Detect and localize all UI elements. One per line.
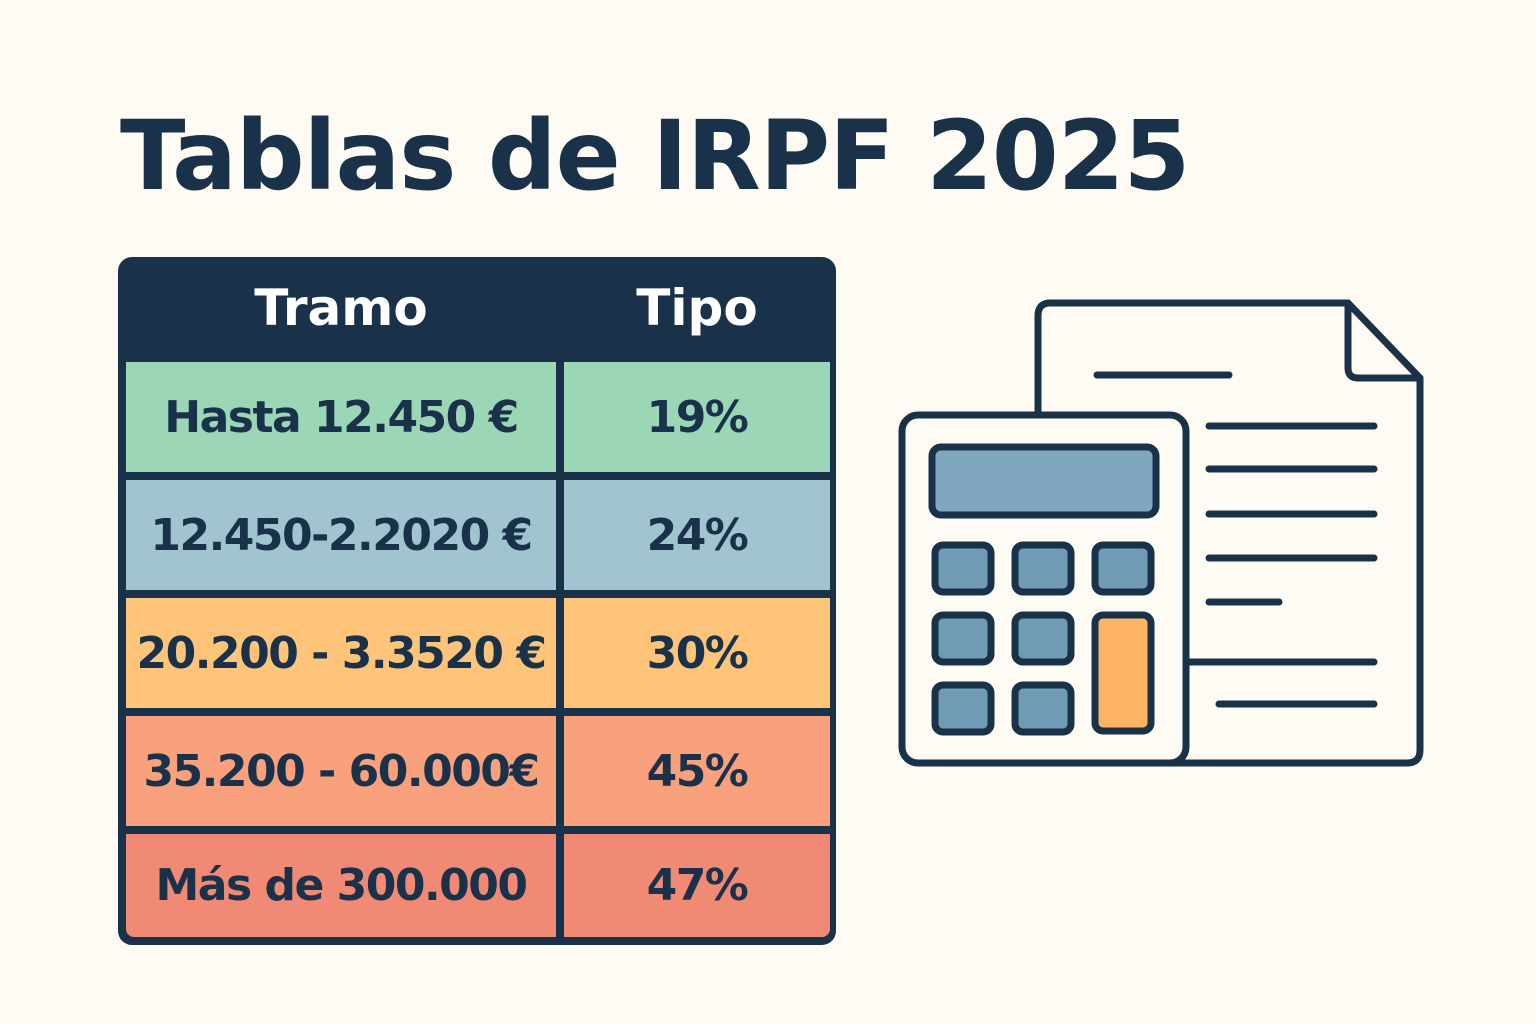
table-row: Hasta 12.450 € 19% (126, 362, 830, 472)
tipo-cell: 45% (564, 716, 830, 826)
page-title: Tablas de IRPF 2025 (120, 100, 1190, 212)
table-row: Más de 300.000 47% (126, 834, 830, 937)
table-row: 35.200 - 60.000€ 45% (126, 716, 830, 826)
irpf-table: Tramo Tipo Hasta 12.450 € 19% 12.450-2.2… (118, 257, 836, 945)
calculator-screen (928, 443, 1160, 519)
table-row: 12.450-2.2020 € 24% (126, 480, 830, 590)
calculator-icon (898, 411, 1190, 767)
tramo-cell: 35.200 - 60.000€ (126, 716, 556, 826)
tipo-cell: 47% (564, 834, 830, 937)
tipo-cell: 24% (564, 480, 830, 590)
tramo-cell: 12.450-2.2020 € (126, 480, 556, 590)
tramo-cell: 20.200 - 3.3520 € (126, 598, 556, 708)
header-tipo: Tipo (636, 279, 758, 337)
tipo-cell: 30% (564, 598, 830, 708)
tipo-cell: 19% (564, 362, 830, 472)
table-header: Tramo Tipo (118, 257, 836, 362)
tramo-cell: Hasta 12.450 € (126, 362, 556, 472)
table-row: 20.200 - 3.3520 € 30% (126, 598, 830, 708)
tramo-cell: Más de 300.000 (126, 834, 556, 937)
header-tramo: Tramo (254, 279, 428, 337)
